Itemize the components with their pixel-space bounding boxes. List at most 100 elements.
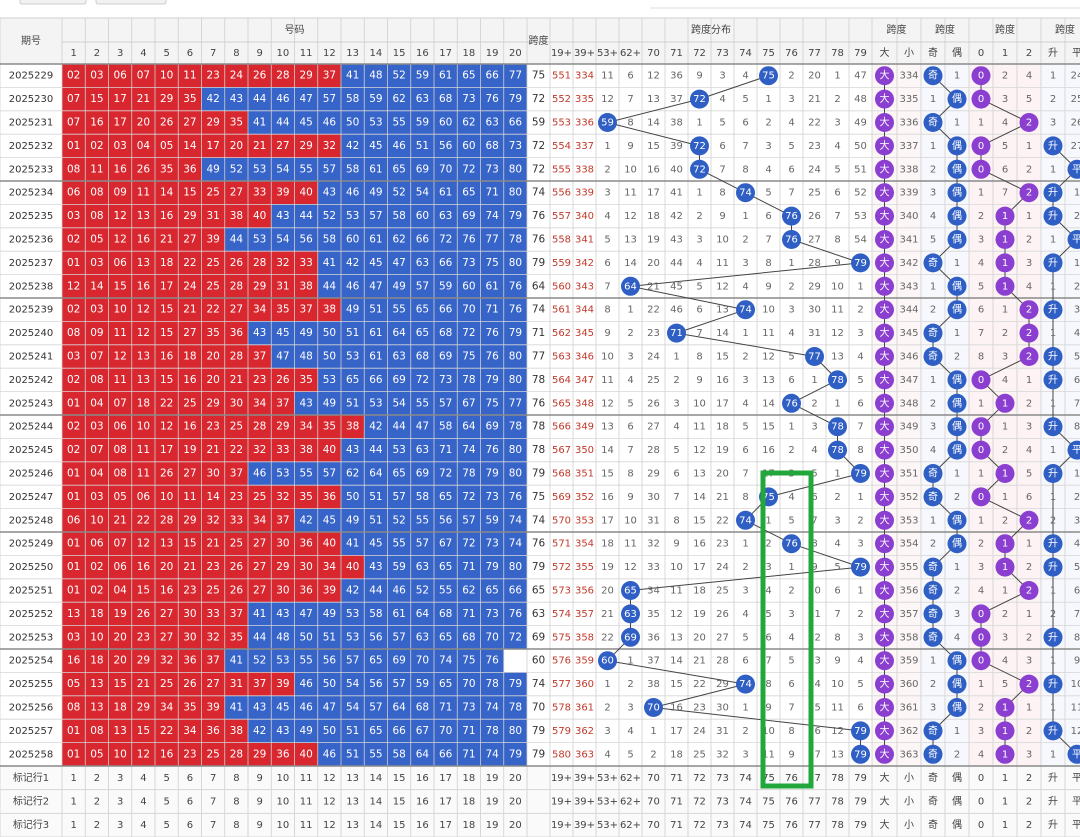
- miss-count: 577: [552, 679, 571, 690]
- number: 44: [276, 117, 290, 129]
- hit-circle: [875, 464, 894, 483]
- toolbar-button[interactable]: [19, 0, 87, 5]
- miss-count: 2: [1002, 515, 1008, 526]
- period: 2025229: [9, 71, 54, 82]
- number: 57: [416, 538, 429, 550]
- number-cell: [85, 719, 109, 743]
- period: 2025254: [9, 656, 54, 667]
- miss-count: 46: [670, 305, 683, 316]
- miss-count: 7: [627, 94, 633, 105]
- number-cell: [85, 602, 109, 626]
- number: 13: [113, 725, 126, 737]
- number-cell: [248, 157, 272, 181]
- number: 71: [462, 561, 475, 573]
- miss-count: 2: [1074, 281, 1080, 292]
- miss-count: 5: [788, 352, 794, 363]
- number-cell: [155, 485, 179, 509]
- miss-count: 3: [604, 726, 610, 737]
- number: 72: [462, 538, 475, 550]
- number: 27: [183, 234, 196, 246]
- miss-count: 21: [647, 281, 660, 292]
- number: 51: [323, 631, 336, 643]
- header-group: 跨度: [887, 23, 907, 36]
- miss-count: 360: [575, 679, 594, 690]
- hit-label: 1: [1002, 562, 1008, 573]
- number-cell: [457, 110, 481, 135]
- number-cell: [85, 485, 109, 509]
- number-cell: [434, 274, 458, 298]
- miss-count: 29: [716, 679, 729, 690]
- number: 75: [485, 397, 498, 409]
- number: 28: [253, 421, 266, 433]
- number: 23: [253, 374, 266, 386]
- toolbar-button[interactable]: [95, 0, 167, 5]
- number-cell: [178, 157, 202, 181]
- number: 43: [276, 608, 289, 620]
- number-cell: [178, 695, 202, 720]
- number-cell: [387, 321, 411, 345]
- miss-count: 16: [762, 445, 775, 456]
- miss-count: 363: [575, 749, 594, 760]
- miss-count: 37: [647, 656, 660, 667]
- miss-count: 5: [604, 235, 610, 246]
- number: 07: [67, 117, 80, 129]
- miss-count: 6: [857, 398, 863, 409]
- number-cell: [271, 578, 295, 603]
- miss-count: 5: [811, 469, 817, 480]
- hit-circle: [1019, 323, 1039, 343]
- number: 01: [67, 140, 80, 152]
- hit-label: 1: [1002, 726, 1008, 737]
- number-cell: [155, 64, 179, 88]
- number: 78: [509, 234, 522, 246]
- hit-circle: [875, 347, 894, 366]
- number: 80: [509, 725, 522, 737]
- miss-count: 10: [1071, 679, 1080, 690]
- number: 80: [509, 351, 522, 363]
- hit-circle: [1043, 300, 1063, 320]
- number-cell: [317, 110, 341, 135]
- miss-count: 12: [762, 352, 775, 363]
- number: 79: [485, 468, 498, 480]
- number: 49: [346, 514, 359, 526]
- number: 25: [206, 257, 219, 269]
- miss-count: 4: [604, 749, 610, 760]
- miss-count: 1: [834, 398, 840, 409]
- miss-count: 2: [954, 586, 960, 597]
- number: 34: [253, 397, 267, 409]
- number: 27: [183, 117, 196, 129]
- marker-cell: 奇: [928, 818, 938, 831]
- number: 78: [485, 725, 498, 737]
- period: 2025239: [9, 305, 54, 316]
- miss-count: 8: [978, 352, 984, 363]
- number-cell: [503, 625, 527, 649]
- number-cell: [410, 368, 434, 392]
- number-cell: [224, 578, 248, 603]
- miss-count: 1: [954, 469, 960, 480]
- hit-label: 奇: [928, 630, 938, 643]
- miss-count: 9: [627, 141, 633, 152]
- number: 52: [392, 70, 405, 82]
- miss-count: 343: [899, 281, 918, 292]
- hit-label: 大: [880, 139, 890, 152]
- number-cell: [248, 508, 272, 532]
- marker-label: 标记行2: [13, 795, 49, 808]
- number: 10: [113, 748, 126, 760]
- number-cell: [108, 742, 132, 766]
- number: 72: [439, 234, 452, 246]
- span: 63: [532, 608, 545, 620]
- number-cell: [108, 227, 132, 252]
- number-cell: [224, 227, 248, 252]
- number-cell: [387, 672, 411, 696]
- marker-cell: 升: [1048, 796, 1058, 808]
- hit-circle: [782, 534, 801, 554]
- miss-count: 3: [930, 703, 936, 714]
- number-cell: [457, 415, 481, 439]
- miss-count: 2: [765, 118, 771, 129]
- number-cell: [410, 344, 434, 369]
- number: 54: [346, 678, 360, 690]
- miss-count: 4: [834, 141, 840, 152]
- miss-count: 5: [1002, 679, 1008, 690]
- number: 38: [230, 210, 243, 222]
- miss-count: 4: [627, 375, 633, 386]
- number-cell: [224, 110, 248, 135]
